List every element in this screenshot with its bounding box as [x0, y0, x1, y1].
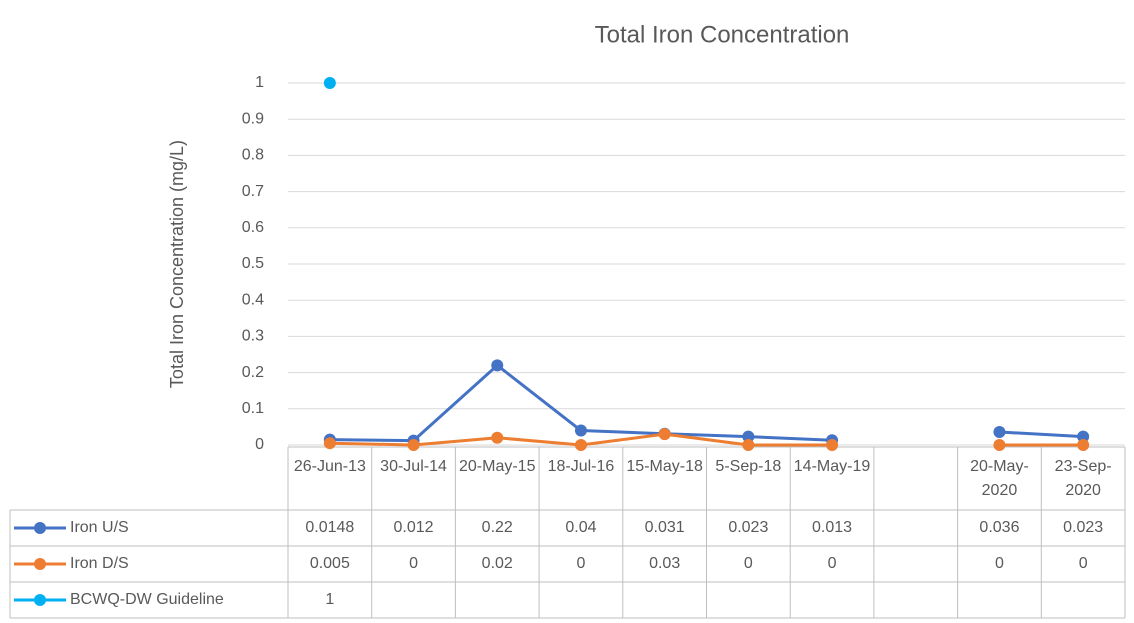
table-value: 0.005 [310, 555, 350, 572]
legend-marker [34, 594, 46, 606]
table-value: 0 [1079, 555, 1088, 572]
data-point [491, 431, 504, 444]
data-point [574, 439, 587, 451]
y-tick-label: 0 [255, 436, 264, 453]
x-tick-label: 30-Jul-14 [380, 458, 447, 475]
data-point [826, 439, 839, 451]
data-point [742, 439, 755, 451]
y-tick-label: 0.8 [242, 147, 264, 164]
table-value: 0 [995, 555, 1004, 572]
data-point [658, 428, 671, 441]
x-tick-label: 20-May-15 [458, 458, 536, 475]
legend-marker [34, 558, 46, 570]
x-tick-label: 5-Sep-18 [715, 458, 782, 475]
table-value: 0 [744, 555, 753, 572]
x-tick-label: 26-Jun-13 [293, 458, 366, 475]
table-value: 0 [828, 555, 837, 572]
table-value: 0.036 [979, 519, 1019, 536]
y-tick-label: 0.7 [242, 183, 264, 200]
table-value: 0.02 [482, 555, 513, 572]
table-value: 0.22 [482, 519, 513, 536]
y-tick-label: 0.4 [242, 291, 264, 308]
y-tick-label: 1 [255, 74, 264, 91]
y-tick-label: 0.2 [242, 364, 264, 381]
table-value: 1 [325, 591, 334, 608]
y-tick-label: 0.5 [242, 255, 264, 272]
x-tick-label: 14-May-19 [793, 458, 871, 475]
y-tick-label: 0.1 [242, 400, 264, 417]
table-value: 0 [576, 555, 585, 572]
table-value: 0.023 [1063, 519, 1103, 536]
x-tick-label: 23-Sep-2020 [1054, 458, 1112, 499]
data-point [742, 430, 755, 443]
table-value: 0.04 [565, 519, 596, 536]
y-tick-label: 0.6 [242, 219, 264, 236]
legend-label: Iron D/S [70, 555, 129, 572]
x-tick-label: 15-May-18 [626, 458, 703, 475]
y-axis-label: Total Iron Concentration (mg/L) [167, 140, 187, 388]
data-point [993, 439, 1006, 451]
chart-title: Total Iron Concentration [595, 21, 850, 48]
table-value: 0.031 [645, 519, 685, 536]
data-point [1077, 439, 1090, 451]
series-line [999, 430, 1084, 439]
legend-label: Iron U/S [70, 519, 129, 536]
y-tick-label: 0.3 [242, 328, 264, 345]
data-point [993, 425, 1006, 438]
legend-label: BCWQ-DW Guideline [70, 591, 224, 608]
data-point [574, 424, 587, 437]
table-value: 0.03 [649, 555, 680, 572]
y-tick-label: 0.9 [242, 110, 264, 127]
table-value: 0.0148 [305, 519, 354, 536]
data-point [323, 77, 336, 89]
x-tick-label: 18-Jul-16 [547, 458, 615, 475]
table-value: 0 [409, 555, 418, 572]
x-tick-label: 20-May-2020 [970, 458, 1029, 499]
table-value: 0.023 [728, 519, 768, 536]
data-point [323, 437, 336, 450]
data-point [1077, 430, 1090, 443]
data-point [491, 359, 504, 372]
table-value: 0.012 [394, 519, 434, 536]
legend-marker [34, 522, 46, 534]
table-value: 0.013 [812, 519, 852, 536]
data-point [407, 439, 420, 451]
